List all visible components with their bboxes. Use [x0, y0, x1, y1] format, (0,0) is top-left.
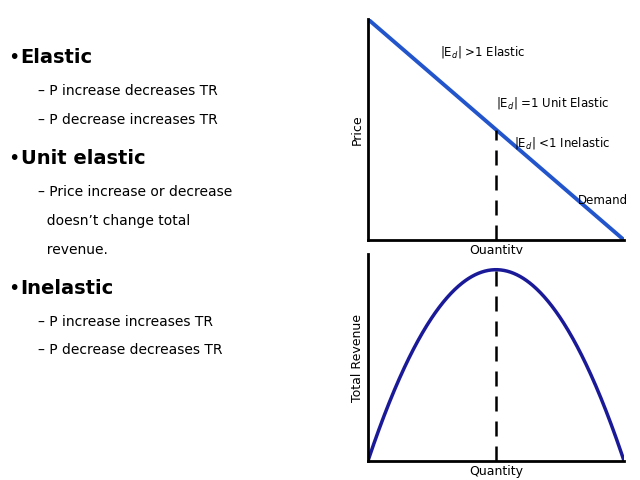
Text: •: •: [8, 149, 19, 168]
Text: •: •: [8, 278, 19, 298]
Y-axis label: Total Revenue: Total Revenue: [351, 313, 364, 402]
Text: – P decrease increases TR: – P decrease increases TR: [38, 113, 218, 127]
Text: •: •: [8, 48, 19, 67]
X-axis label: Quantity: Quantity: [469, 244, 523, 257]
Text: revenue.: revenue.: [38, 242, 108, 257]
Text: |E$_d$| <1 Inelastic: |E$_d$| <1 Inelastic: [514, 135, 610, 151]
Text: – P increase decreases TR: – P increase decreases TR: [38, 84, 218, 98]
Text: – P increase increases TR: – P increase increases TR: [38, 314, 213, 329]
X-axis label: Quantity: Quantity: [469, 465, 523, 478]
Text: Demand: Demand: [578, 194, 628, 207]
Text: – P decrease decreases TR: – P decrease decreases TR: [38, 343, 223, 358]
Text: Elastic: Elastic: [20, 48, 93, 67]
Text: Unit elastic: Unit elastic: [20, 149, 145, 168]
Text: |E$_d$| >1 Elastic: |E$_d$| >1 Elastic: [440, 44, 525, 60]
Text: doesn’t change total: doesn’t change total: [38, 214, 190, 228]
Text: |E$_d$| =1 Unit Elastic: |E$_d$| =1 Unit Elastic: [496, 95, 609, 111]
Text: – Price increase or decrease: – Price increase or decrease: [38, 185, 232, 199]
Text: Inelastic: Inelastic: [20, 278, 114, 298]
Y-axis label: Price: Price: [351, 114, 364, 145]
